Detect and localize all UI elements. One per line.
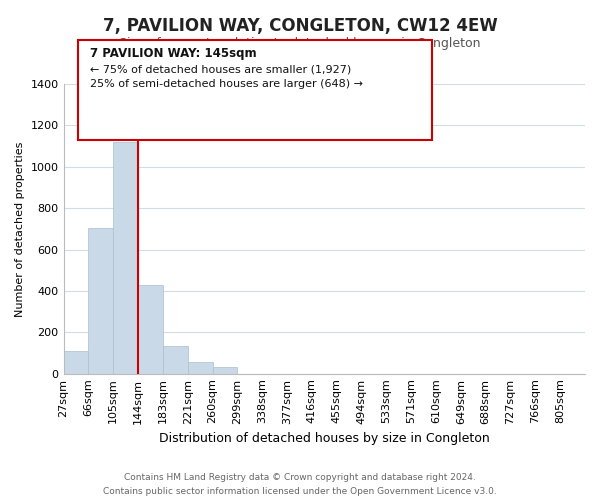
Y-axis label: Number of detached properties: Number of detached properties [15, 141, 25, 316]
Bar [212, 368, 238, 374]
Text: 7, PAVILION WAY, CONGLETON, CW12 4EW: 7, PAVILION WAY, CONGLETON, CW12 4EW [103, 18, 497, 36]
Bar [88, 228, 113, 374]
Text: 25% of semi-detached houses are larger (648) →: 25% of semi-detached houses are larger (… [90, 79, 363, 89]
X-axis label: Distribution of detached houses by size in Congleton: Distribution of detached houses by size … [159, 432, 490, 445]
Text: 7 PAVILION WAY: 145sqm: 7 PAVILION WAY: 145sqm [90, 48, 257, 60]
Bar [113, 142, 138, 374]
Text: ← 75% of detached houses are smaller (1,927): ← 75% of detached houses are smaller (1,… [90, 64, 351, 74]
Bar [64, 351, 88, 374]
Bar [163, 346, 188, 374]
Text: Contains HM Land Registry data © Crown copyright and database right 2024.: Contains HM Land Registry data © Crown c… [124, 473, 476, 482]
Bar [188, 362, 212, 374]
Text: Size of property relative to detached houses in Congleton: Size of property relative to detached ho… [119, 38, 481, 51]
Text: Contains public sector information licensed under the Open Government Licence v3: Contains public sector information licen… [103, 486, 497, 496]
Bar [138, 284, 163, 374]
